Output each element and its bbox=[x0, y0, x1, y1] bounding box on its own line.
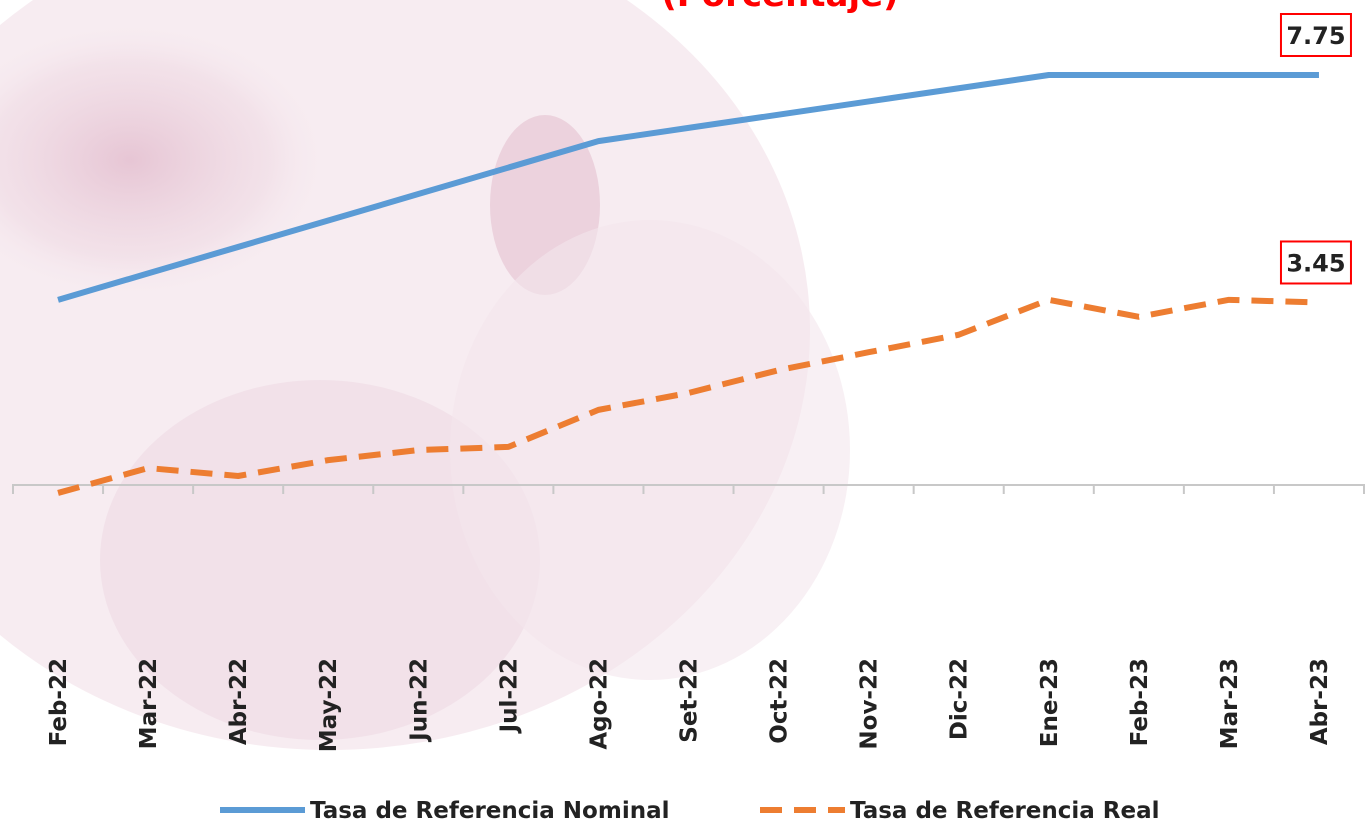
x-tick-label: Ene-23 bbox=[1037, 658, 1063, 747]
data-label-box bbox=[1279, 240, 1352, 285]
data-label: 3.45 bbox=[1286, 249, 1345, 277]
x-tick-label: Oct-22 bbox=[767, 658, 793, 744]
data-label: 7.75 bbox=[1286, 22, 1345, 50]
x-tick-label: Abr-23 bbox=[1307, 658, 1333, 745]
series-line bbox=[57, 72, 1319, 303]
x-tick-label: May-22 bbox=[316, 658, 342, 752]
x-tick-label: Jun-22 bbox=[406, 658, 432, 743]
x-tick-label: Abr-22 bbox=[226, 658, 252, 745]
series-line bbox=[57, 296, 1320, 496]
x-tick-label: Mar-22 bbox=[136, 658, 162, 749]
data-label-box bbox=[1279, 13, 1352, 57]
x-tick-label: Feb-22 bbox=[46, 658, 72, 746]
x-tick-label: Feb-23 bbox=[1127, 658, 1153, 746]
background-art bbox=[0, 0, 850, 750]
legend-label: Tasa de Referencia Real bbox=[850, 798, 1160, 824]
x-tick-label: Ago-22 bbox=[586, 658, 612, 750]
legend-label: Tasa de Referencia Nominal bbox=[310, 798, 670, 824]
x-tick-label: Mar-23 bbox=[1217, 658, 1243, 749]
chart-subtitle: (Porcentaje) bbox=[661, 0, 898, 15]
x-tick-label: Dic-22 bbox=[947, 658, 973, 740]
x-tick-label: Set-22 bbox=[677, 658, 703, 743]
x-tick-label: Jul-22 bbox=[496, 658, 522, 734]
x-tick-label: Nov-22 bbox=[857, 658, 883, 750]
